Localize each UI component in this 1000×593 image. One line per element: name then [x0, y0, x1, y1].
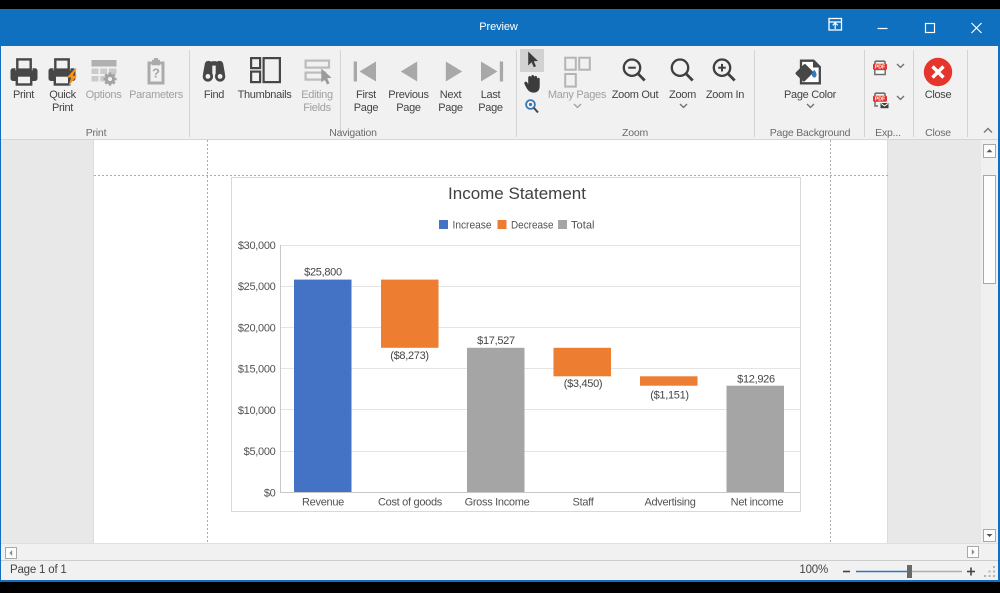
svg-text:$25,000: $25,000	[238, 281, 276, 293]
svg-text:$10,000: $10,000	[238, 405, 276, 417]
svg-text:Total: Total	[571, 219, 595, 231]
svg-text:$0: $0	[264, 487, 276, 499]
svg-text:($8,273): ($8,273)	[390, 350, 429, 362]
svg-text:Cost of goods: Cost of goods	[378, 497, 443, 509]
svg-text:Staff: Staff	[573, 497, 595, 509]
svg-text:$5,000: $5,000	[244, 446, 276, 458]
svg-text:Advertising: Advertising	[644, 497, 695, 509]
svg-text:Decrease: Decrease	[511, 219, 554, 231]
svg-text:$12,926: $12,926	[737, 374, 775, 386]
svg-text:$15,000: $15,000	[238, 364, 276, 376]
svg-text:$25,800: $25,800	[304, 267, 342, 279]
svg-text:$20,000: $20,000	[238, 322, 276, 334]
svg-text:Income Statement: Income Statement	[448, 184, 586, 203]
svg-text:?: ?	[152, 66, 160, 81]
svg-text:Gross Income: Gross Income	[465, 497, 530, 509]
svg-text:Increase: Increase	[453, 219, 492, 231]
svg-text:PDF: PDF	[875, 65, 885, 71]
svg-text:($1,151): ($1,151)	[650, 390, 689, 402]
svg-text:$30,000: $30,000	[238, 240, 276, 252]
svg-text:Net income: Net income	[731, 497, 784, 509]
svg-text:($3,450): ($3,450)	[564, 378, 603, 390]
svg-text:PDF: PDF	[875, 97, 885, 103]
svg-text:$17,527: $17,527	[477, 335, 515, 347]
svg-text:Revenue: Revenue	[302, 497, 344, 509]
